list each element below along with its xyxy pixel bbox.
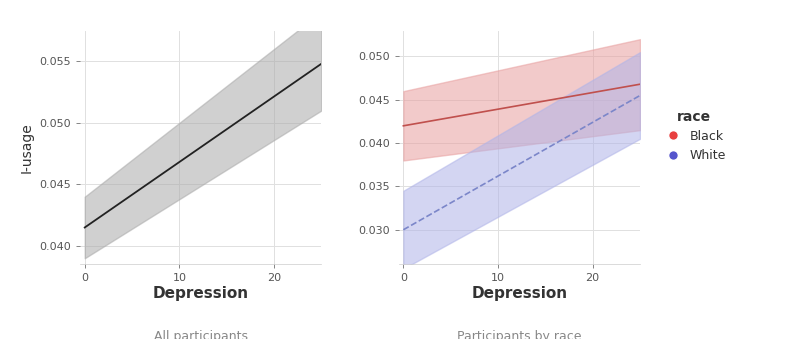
X-axis label: Depression: Depression	[471, 286, 567, 301]
X-axis label: Depression: Depression	[153, 286, 249, 301]
Text: All participants: All participants	[154, 330, 248, 339]
Legend: Black, White: Black, White	[656, 104, 731, 167]
Y-axis label: I-usage: I-usage	[20, 122, 34, 173]
Text: Participants by race: Participants by race	[457, 330, 582, 339]
